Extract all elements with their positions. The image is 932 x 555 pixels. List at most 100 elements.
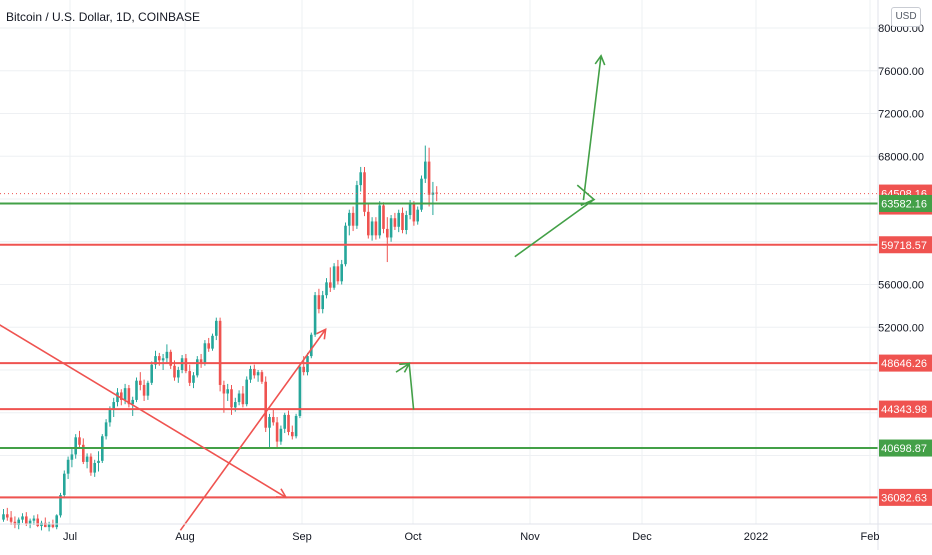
candle-body bbox=[313, 295, 317, 335]
candle-body bbox=[321, 295, 324, 310]
price-tag bbox=[879, 439, 932, 457]
currency-button[interactable]: USD bbox=[891, 7, 921, 27]
x-tick-label: Oct bbox=[404, 531, 421, 543]
price-tag bbox=[879, 236, 932, 254]
chart-title: Bitcoin / U.S. Dollar, 1D, COINBASE bbox=[6, 10, 201, 24]
candle-body bbox=[260, 372, 264, 382]
candle-body bbox=[131, 399, 134, 405]
candle-body bbox=[283, 414, 286, 429]
candle-body bbox=[237, 393, 241, 403]
candle-body bbox=[74, 437, 77, 455]
candle-body bbox=[370, 221, 374, 236]
candle-body bbox=[32, 518, 36, 521]
candle-body bbox=[332, 266, 336, 288]
candle-body bbox=[188, 371, 191, 383]
candle-body bbox=[150, 364, 153, 383]
candle-body bbox=[234, 402, 237, 408]
candle-body bbox=[230, 389, 233, 408]
candle-body bbox=[135, 380, 138, 400]
candle-body bbox=[401, 212, 404, 230]
candle-body bbox=[222, 384, 226, 394]
candle-body bbox=[256, 372, 260, 376]
candle-body bbox=[374, 221, 378, 236]
x-tick-label: Feb bbox=[861, 531, 880, 543]
candle-body bbox=[211, 335, 214, 349]
candle-body bbox=[340, 264, 343, 282]
candle-body bbox=[6, 514, 9, 518]
candle-body bbox=[177, 370, 180, 378]
candle-body bbox=[253, 368, 256, 376]
candle-body bbox=[139, 380, 142, 385]
candle-body bbox=[291, 431, 294, 437]
price-tag bbox=[879, 488, 932, 506]
candle-body bbox=[28, 520, 32, 524]
candle-body bbox=[9, 517, 13, 522]
candle-body bbox=[116, 392, 119, 403]
candle-body bbox=[412, 204, 416, 222]
candle-body bbox=[367, 211, 370, 236]
candle-body bbox=[44, 522, 47, 528]
candle-body bbox=[199, 359, 203, 364]
candle-body bbox=[146, 382, 150, 396]
candle-body bbox=[51, 523, 55, 528]
candle-body bbox=[93, 462, 96, 473]
candle-body bbox=[192, 375, 195, 383]
candle-body bbox=[2, 514, 5, 520]
trend-arrow bbox=[179, 328, 327, 531]
candle-body bbox=[154, 356, 157, 365]
price-tag-label: 48646.26 bbox=[881, 358, 927, 370]
candle-body bbox=[169, 351, 172, 366]
candle-body bbox=[21, 516, 24, 520]
candle-body bbox=[272, 417, 275, 423]
price-tag bbox=[879, 354, 932, 372]
y-tick-label: 72000.00 bbox=[878, 109, 924, 121]
candle-body bbox=[36, 518, 39, 527]
candle-body bbox=[317, 295, 321, 310]
candle-body bbox=[287, 414, 290, 432]
candle-body bbox=[268, 417, 271, 428]
y-tick-label: 56000.00 bbox=[878, 280, 924, 292]
candle-body bbox=[184, 358, 188, 372]
candle-body bbox=[196, 359, 199, 376]
arrow-head bbox=[594, 54, 606, 66]
candle-body bbox=[215, 320, 218, 336]
candle-body bbox=[386, 228, 389, 238]
candle-body bbox=[275, 422, 279, 442]
candle-body bbox=[408, 204, 412, 216]
candle-body bbox=[264, 381, 267, 428]
candle-body bbox=[424, 161, 427, 179]
candle-body bbox=[294, 415, 298, 437]
x-tick-label: Aug bbox=[175, 531, 195, 543]
candle-body bbox=[165, 351, 169, 359]
arrow-head bbox=[399, 362, 411, 373]
candle-body bbox=[47, 523, 51, 528]
candle-body bbox=[17, 519, 20, 525]
candle-body bbox=[298, 366, 302, 416]
price-tag bbox=[879, 400, 932, 418]
price-tag-label: 59718.57 bbox=[881, 240, 927, 252]
price-tag bbox=[879, 194, 932, 212]
candle-body bbox=[120, 392, 123, 400]
candle-body bbox=[59, 495, 62, 516]
candle-body bbox=[70, 454, 74, 460]
trend-arrow bbox=[582, 55, 602, 201]
candle-body bbox=[245, 379, 248, 405]
candle-body bbox=[302, 366, 305, 373]
x-tick-label: Jul bbox=[63, 531, 77, 543]
candle-body bbox=[112, 402, 115, 410]
candle-body bbox=[355, 185, 359, 226]
candle-body bbox=[378, 205, 381, 236]
candle-body bbox=[108, 409, 112, 423]
y-tick-label: 52000.00 bbox=[878, 322, 924, 334]
candle-body bbox=[405, 215, 408, 230]
candle-body bbox=[97, 460, 100, 463]
candle-body bbox=[389, 218, 393, 238]
candle-body bbox=[279, 428, 283, 442]
price-tag-label: 63582.16 bbox=[881, 198, 927, 210]
candle-body bbox=[82, 444, 85, 462]
candle-body bbox=[207, 343, 210, 349]
candle-body bbox=[25, 516, 28, 524]
candle-body bbox=[329, 282, 332, 288]
